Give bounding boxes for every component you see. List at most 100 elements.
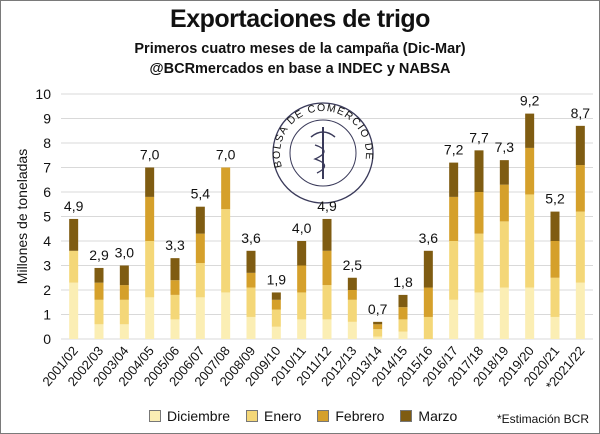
bar-segment-febrero xyxy=(195,233,205,264)
bar-total-label: 7,3 xyxy=(495,139,515,155)
bar-segment-enero xyxy=(499,221,509,288)
bar-total-label: 2,9 xyxy=(89,247,109,263)
bar-segment-diciembre xyxy=(499,287,509,339)
bar-segment-enero xyxy=(550,277,560,317)
y-tick-label: 9 xyxy=(43,111,51,127)
bar-segment-enero xyxy=(373,329,383,337)
y-tick-label: 8 xyxy=(43,135,51,151)
bar-segment-marzo xyxy=(195,206,205,234)
bar-segment-diciembre xyxy=(246,316,256,339)
bar-segment-febrero xyxy=(271,299,281,310)
bar-segment-febrero xyxy=(373,324,383,330)
bar-total-label: 9,2 xyxy=(520,93,540,109)
bar-segment-febrero xyxy=(398,307,408,320)
bar-segment-enero xyxy=(145,241,155,298)
bar-segment-diciembre xyxy=(398,331,408,339)
bar-total-label: 1,9 xyxy=(267,271,287,287)
bar-segment-febrero xyxy=(550,241,560,278)
seal-outer-ring xyxy=(272,102,374,204)
chart-title: Exportaciones de trigo xyxy=(170,5,430,33)
legend-item-febrero: Febrero xyxy=(317,408,384,424)
bar-segment-diciembre xyxy=(449,299,459,339)
bar-total-label: 7,0 xyxy=(216,147,236,163)
legend-label-febrero: Febrero xyxy=(335,408,385,424)
y-tick-label: 6 xyxy=(43,184,51,200)
bar-segment-marzo xyxy=(525,113,535,148)
bar-segment-enero xyxy=(246,287,256,317)
bar-segment-enero xyxy=(322,285,332,320)
bar-segment-febrero xyxy=(423,287,433,317)
bar-total-label: 0,7 xyxy=(368,301,388,317)
y-tick-label: 1 xyxy=(43,307,51,323)
bar-segment-marzo xyxy=(271,292,281,300)
bar-segment-enero xyxy=(347,299,357,322)
bar-segment-diciembre xyxy=(94,324,104,339)
legend-label-diciembre: Diciembre xyxy=(167,408,231,424)
y-tick-label: 4 xyxy=(43,233,51,249)
bar-segment-diciembre xyxy=(69,282,79,339)
bar-segment-diciembre xyxy=(271,326,281,339)
y-tick-label: 3 xyxy=(43,258,51,274)
bar-segment-enero xyxy=(69,250,79,283)
bar-segment-marzo xyxy=(119,265,129,286)
bar-segment-marzo xyxy=(145,167,155,197)
legend: Diciembre Enero Febrero Marzo xyxy=(149,408,473,424)
bcr-seal-watermark: BOLSA DE COMERCIO DE ROSARIO xyxy=(1,1,375,204)
bars: 4,9 2,9 3,0 7,0 3,3 5,4 7,0 3,6 1,9 4,0 4,9 2,5 0,7 1… xyxy=(64,93,590,339)
legend-item-enero: Enero xyxy=(246,408,301,424)
chart-subtitle: Primeros cuatro meses de la campaña (Dic… xyxy=(134,41,466,57)
y-tick-label: 2 xyxy=(43,282,51,298)
y-tick-label: 0 xyxy=(43,331,51,347)
bar-total-label: 5,2 xyxy=(545,191,565,207)
y-tick-label: 10 xyxy=(35,86,51,102)
bar-segment-marzo xyxy=(373,321,383,325)
bar-segment-enero xyxy=(474,233,484,293)
bar-segment-febrero xyxy=(474,192,484,234)
bar-segment-marzo xyxy=(322,218,332,251)
legend-swatch-enero xyxy=(246,410,259,422)
bar-segment-enero xyxy=(398,319,408,332)
bar-segment-marzo xyxy=(474,150,484,192)
bar-segment-enero xyxy=(195,263,205,298)
bar-segment-diciembre xyxy=(322,319,332,339)
bar-segment-marzo xyxy=(398,294,408,308)
legend-label-enero: Enero xyxy=(264,408,302,424)
bar-total-label: 7,7 xyxy=(469,129,489,145)
bar-segment-enero xyxy=(271,309,281,327)
bar-total-label: 3,3 xyxy=(165,237,185,253)
seal-inner-ring xyxy=(289,119,357,187)
legend-item-marzo: Marzo xyxy=(400,408,457,424)
bar-segment-marzo xyxy=(550,211,560,241)
bar-segment-febrero xyxy=(347,290,357,300)
bar-segment-febrero xyxy=(119,285,129,300)
bar-segment-marzo xyxy=(575,125,585,166)
bar-segment-enero xyxy=(221,209,231,293)
bar-total-label: 3,6 xyxy=(241,230,261,246)
bar-segment-marzo xyxy=(297,241,307,266)
bar-total-label: 7,2 xyxy=(444,142,464,158)
bar-segment-diciembre xyxy=(119,324,129,339)
bar-total-label: 4,9 xyxy=(317,198,337,214)
bar-segment-enero xyxy=(575,211,585,283)
bar-segment-febrero xyxy=(94,282,104,300)
bar-segment-febrero xyxy=(297,265,307,293)
bar-segment-diciembre xyxy=(347,321,357,339)
bar-segment-diciembre xyxy=(170,319,180,339)
bar-segment-diciembre xyxy=(525,287,535,339)
bar-segment-marzo xyxy=(246,250,256,273)
bar-segment-febrero xyxy=(170,280,180,295)
bar-total-label: 7,0 xyxy=(140,147,160,163)
bar-segment-marzo xyxy=(499,160,509,185)
bar-segment-enero xyxy=(119,299,129,325)
bar-segment-marzo xyxy=(449,162,459,197)
bar-segment-diciembre xyxy=(550,316,560,339)
y-tick-label: 7 xyxy=(43,160,51,176)
bar-segment-febrero xyxy=(221,167,231,210)
bar-total-label: 4,0 xyxy=(292,220,312,236)
legend-swatch-diciembre xyxy=(149,410,161,422)
bar-segment-marzo xyxy=(94,267,104,283)
seal-text: BOLSA DE COMERCIO DE ROSARIO xyxy=(1,1,375,169)
chart-source: @BCRmercados en base a INDEC y NABSA xyxy=(149,61,451,77)
bar-segment-enero xyxy=(525,194,535,288)
